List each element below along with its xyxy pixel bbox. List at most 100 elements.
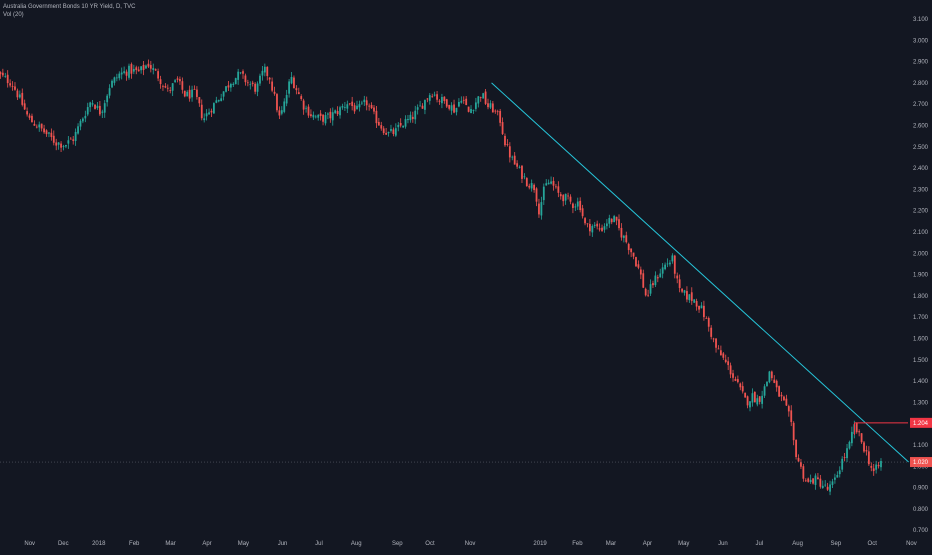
candle-body [843, 457, 846, 458]
candle-body [239, 72, 242, 74]
time-axis[interactable]: Nov Dec 2018 Feb Mar Apr May Jun Jul Aug Sep Oct Nov… [24, 541, 916, 547]
candle-body [802, 466, 805, 479]
candle-body [234, 78, 237, 85]
y-tick-label: 2.500 [913, 145, 929, 151]
candle-body [649, 284, 652, 294]
drawings-layer[interactable] [0, 82, 909, 463]
candle-body [300, 96, 303, 99]
candle-body [373, 107, 375, 112]
candle-body [625, 235, 628, 243]
candle-body [525, 178, 528, 186]
candle-body [188, 89, 191, 99]
candle-body [28, 115, 31, 118]
candle-body [523, 176, 526, 178]
candle-body [770, 371, 773, 379]
candle-body [215, 100, 218, 103]
candle-body [787, 406, 790, 412]
candle-body [310, 114, 312, 117]
volume-indicator-label[interactable]: Vol (20) [3, 12, 24, 18]
candle-body [472, 109, 475, 111]
candle-body [196, 89, 198, 97]
candle-body [4, 75, 7, 77]
candle-body [162, 85, 164, 87]
candle-body [21, 92, 24, 105]
candle-body [33, 123, 36, 126]
candle-body [48, 132, 50, 134]
candle-body [426, 98, 429, 100]
candle-body [688, 294, 691, 301]
candle-body [271, 81, 274, 91]
candle-body [763, 386, 766, 396]
candle-body [145, 65, 147, 69]
candle-body [484, 91, 487, 104]
candle-body [448, 104, 451, 109]
candle-body [57, 142, 60, 145]
candle-body [530, 183, 533, 189]
candle-body [591, 225, 594, 233]
candle-body [128, 65, 130, 78]
y-tick-label: 0.900 [913, 486, 929, 492]
candle-body [404, 119, 407, 127]
candle-body [108, 88, 111, 96]
candle-body [487, 103, 489, 108]
candle-body [671, 255, 674, 262]
x-tick-label: Sep [830, 541, 841, 547]
candle-body [576, 201, 579, 207]
candle-body [11, 86, 14, 87]
candle-body [661, 267, 664, 274]
candle-body [812, 478, 814, 484]
x-tick-label: Mar [606, 541, 616, 547]
candle-body [618, 219, 620, 229]
x-tick-label: 2018 [92, 541, 106, 547]
candle-body [302, 100, 305, 110]
candle-body [676, 275, 679, 279]
price-axis[interactable]: 3.100 3.000 2.900 2.800 2.700 2.600 2.500 2.400… [910, 17, 932, 534]
candle-body [491, 103, 494, 113]
candle-body [865, 450, 868, 452]
candle-body [356, 105, 358, 110]
candle-body [656, 277, 659, 279]
candle-body [276, 94, 278, 111]
candle-body [0, 72, 2, 75]
chart-legend: Australia Government Bonds 10 YR Yield, … [3, 3, 136, 19]
candle-body [712, 338, 715, 340]
candle-body [94, 104, 96, 109]
candle-body [542, 186, 545, 201]
candle-body [705, 317, 708, 319]
symbol-title[interactable]: Australia Government Bonds 10 YR Yield, … [3, 4, 136, 10]
candle-body [678, 279, 681, 288]
candle-body [370, 104, 373, 109]
candle-body [77, 126, 79, 134]
candle-body [348, 103, 351, 105]
candle-body [715, 338, 717, 348]
candle-body [259, 75, 261, 84]
candle-body [579, 200, 582, 211]
candle-body [424, 100, 426, 110]
candle-body [380, 125, 383, 129]
candle-body [232, 83, 235, 85]
x-tick-label: Sep [392, 541, 403, 547]
candle-body [741, 386, 744, 392]
candle-body [528, 185, 531, 188]
candle-body [880, 461, 882, 468]
candle-body [550, 181, 552, 184]
x-tick-label: Jul [315, 541, 323, 547]
candle-body [795, 439, 797, 458]
x-tick-label: Oct [868, 541, 878, 547]
candle-body [870, 466, 873, 468]
candle-body [319, 113, 322, 117]
candle-body [256, 83, 259, 92]
candle-body [431, 96, 434, 98]
candle-body [106, 95, 109, 103]
candle-body [792, 422, 795, 441]
trend-line[interactable] [491, 82, 909, 463]
candle-body [390, 128, 392, 131]
candle-body [229, 83, 232, 88]
candle-body [552, 180, 555, 186]
candle-body [98, 105, 101, 115]
candle-body [615, 216, 618, 221]
level-marker-label: 1.204 [913, 421, 929, 427]
